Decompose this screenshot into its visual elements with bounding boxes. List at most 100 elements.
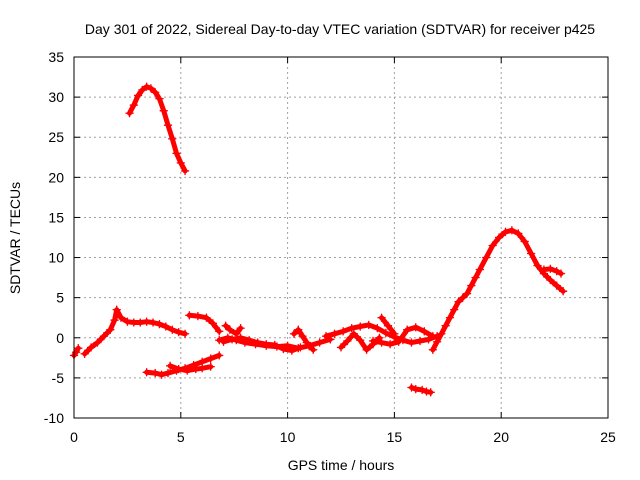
data-point-marker <box>148 318 158 327</box>
data-point-marker <box>364 320 373 330</box>
y-tick-label: 10 <box>48 250 64 266</box>
data-point-marker <box>546 264 555 273</box>
data-point-marker <box>93 338 102 347</box>
data-point-marker <box>193 311 203 321</box>
data-point-marker <box>302 338 312 347</box>
data-point-marker <box>471 273 480 282</box>
data-point-marker <box>180 329 190 338</box>
data-point-marker <box>362 345 371 355</box>
data-point-marker <box>458 293 467 302</box>
series-trace <box>221 335 303 354</box>
data-point-marker <box>533 261 542 270</box>
data-point-marker <box>142 82 151 91</box>
data-point-marker <box>437 329 446 338</box>
data-point-marker <box>123 317 132 326</box>
series-arc-6 <box>185 311 224 336</box>
data-point-marker <box>125 108 134 118</box>
data-point-marker <box>236 323 245 333</box>
data-point-marker <box>494 233 504 242</box>
data-series-layer <box>69 82 568 397</box>
data-point-marker <box>450 305 459 314</box>
data-point-marker <box>206 362 215 371</box>
data-point-marker <box>129 100 139 110</box>
y-tick-label: 20 <box>48 169 64 185</box>
data-point-marker <box>338 327 348 336</box>
x-tick-label: 15 <box>387 429 403 445</box>
data-point-marker <box>296 343 305 352</box>
data-point-marker <box>191 364 200 374</box>
data-point-marker <box>381 328 391 338</box>
data-point-marker <box>86 343 96 352</box>
data-point-marker <box>507 226 517 235</box>
data-point-marker <box>546 275 555 285</box>
data-point-marker <box>377 338 386 347</box>
y-tick-label: 5 <box>56 290 64 306</box>
data-point-marker <box>136 318 145 327</box>
data-point-marker <box>202 313 211 322</box>
data-point-marker <box>390 329 399 338</box>
data-point-marker <box>349 329 359 338</box>
data-point-marker <box>155 319 164 329</box>
data-point-marker <box>432 337 442 346</box>
series-arc-8 <box>219 333 305 355</box>
data-point-marker <box>356 322 365 331</box>
data-point-marker <box>163 368 173 378</box>
y-tick-label: 35 <box>48 49 64 65</box>
data-point-marker <box>116 313 126 322</box>
data-point-marker <box>159 106 168 115</box>
data-point-marker <box>383 321 393 330</box>
data-point-marker <box>155 94 164 103</box>
data-point-marker <box>368 336 378 346</box>
data-point-marker <box>552 281 561 290</box>
data-point-marker <box>80 349 89 359</box>
data-point-marker <box>347 323 356 333</box>
data-point-marker <box>330 329 339 338</box>
data-point-marker <box>415 336 425 346</box>
series-arc-17 <box>539 264 566 278</box>
series-arc-3 <box>125 82 190 176</box>
x-tick-label: 25 <box>600 429 616 445</box>
data-point-marker <box>426 388 435 397</box>
data-point-marker <box>539 265 549 274</box>
data-point-marker <box>150 88 160 97</box>
data-point-marker <box>289 329 299 338</box>
data-point-marker <box>150 368 160 378</box>
data-point-marker <box>174 364 183 374</box>
data-point-marker <box>106 325 115 334</box>
x-tick-label: 10 <box>280 429 296 445</box>
data-point-marker <box>215 335 224 345</box>
data-point-marker <box>454 297 463 306</box>
y-tick-label: 0 <box>56 330 64 346</box>
data-point-marker <box>172 149 181 158</box>
data-point-marker <box>462 289 472 298</box>
data-point-marker <box>161 322 171 331</box>
y-tick-label: 15 <box>48 209 64 225</box>
data-point-marker <box>501 227 510 237</box>
data-point-marker <box>197 364 207 373</box>
data-point-marker <box>488 241 497 250</box>
data-point-marker <box>556 269 566 278</box>
data-point-marker <box>309 345 318 355</box>
data-point-marker <box>221 321 230 330</box>
data-point-marker <box>232 329 241 338</box>
x-axis-label: GPS time / hours <box>288 457 395 473</box>
data-point-marker <box>558 287 568 296</box>
series-arc-2 <box>80 305 190 359</box>
data-point-marker <box>183 366 192 375</box>
data-point-marker <box>99 331 109 341</box>
data-point-marker <box>407 383 416 392</box>
data-point-marker <box>407 338 416 347</box>
data-point-marker <box>165 361 175 371</box>
data-point-marker <box>163 120 173 130</box>
data-point-marker <box>411 323 420 332</box>
data-point-marker <box>133 91 143 100</box>
data-point-marker <box>336 343 346 352</box>
data-point-marker <box>138 85 147 95</box>
series-arc-10 <box>289 325 318 355</box>
data-point-marker <box>287 346 297 355</box>
y-tick-label: 25 <box>48 129 64 145</box>
x-tick-label: 20 <box>493 429 509 445</box>
data-point-marker <box>270 340 279 350</box>
series-arc-14 <box>377 313 399 338</box>
data-point-marker <box>142 317 151 326</box>
